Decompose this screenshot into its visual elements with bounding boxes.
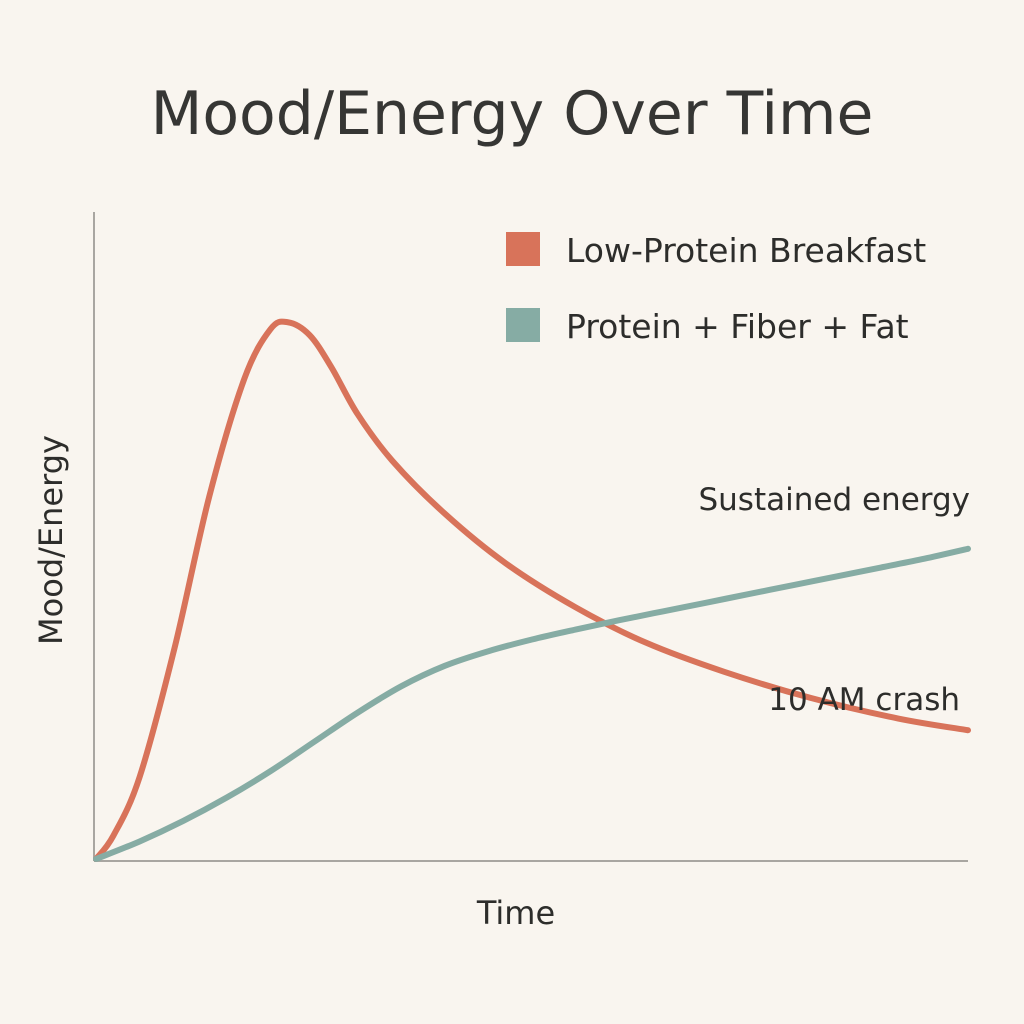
series-layer xyxy=(93,318,971,862)
annotation-sustained-energy: Sustained energy xyxy=(698,482,970,518)
legend-label-low-protein: Low-Protein Breakfast xyxy=(566,231,926,270)
legend-swatch-low-protein xyxy=(506,232,540,266)
chart-title: Mood/Energy Over Time xyxy=(151,79,874,149)
y-axis-label: Mood/Energy xyxy=(32,435,70,645)
series-line-protein-fiber-fat xyxy=(93,545,971,862)
x-axis-label: Time xyxy=(476,894,555,932)
annotation-10am-crash: 10 AM crash xyxy=(768,682,960,718)
legend: Low-Protein Breakfast Protein + Fiber + … xyxy=(506,231,926,346)
legend-label-protein-fiber-fat: Protein + Fiber + Fat xyxy=(566,307,909,346)
series-line-low-protein xyxy=(93,318,971,862)
legend-swatch-protein-fiber-fat xyxy=(506,308,540,342)
